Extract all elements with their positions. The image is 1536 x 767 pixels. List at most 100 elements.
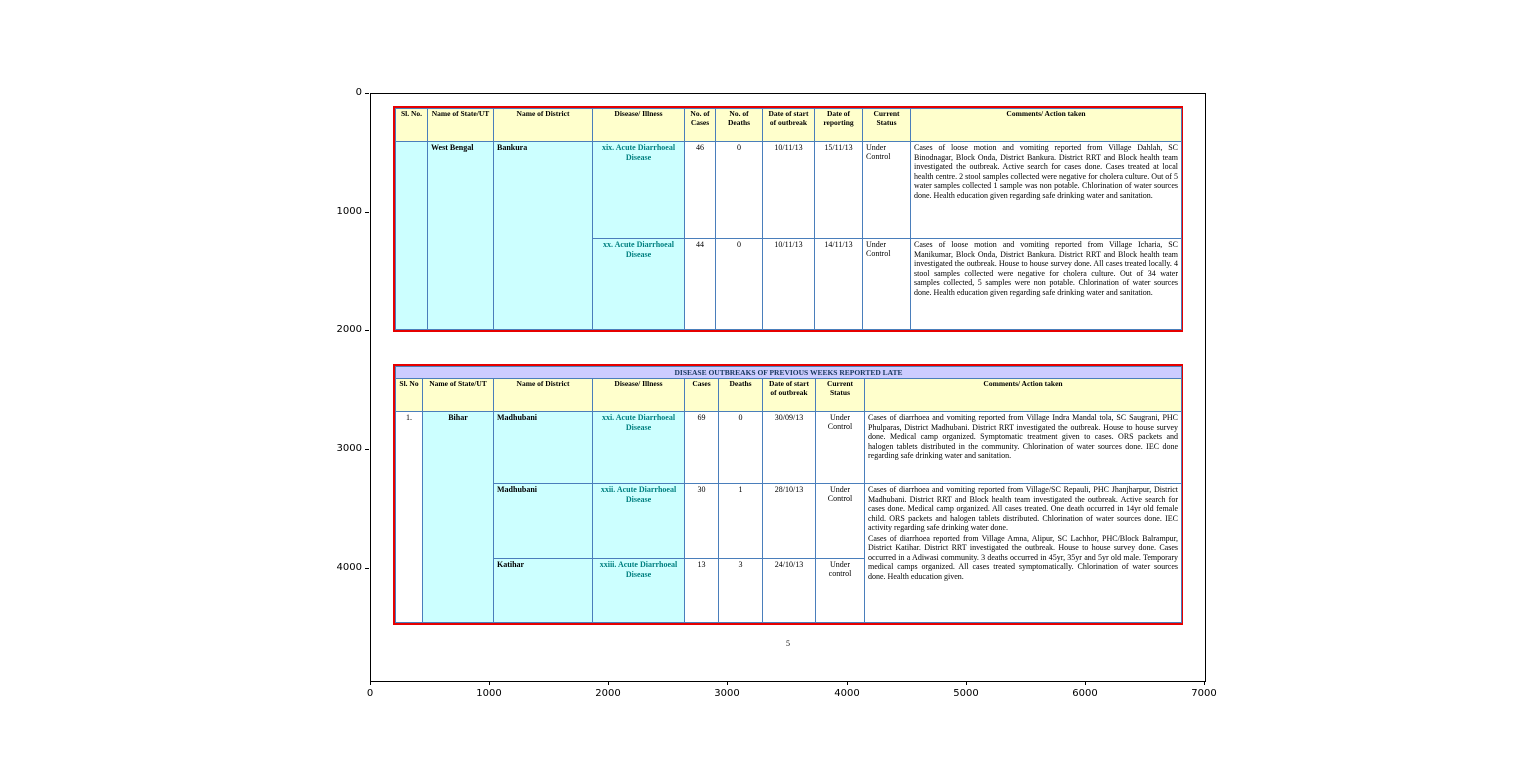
col-header-status: Current Status: [815, 378, 865, 412]
start-date-cell: 10/11/13: [762, 141, 815, 239]
district-cell: Bankura: [493, 141, 593, 330]
status-cell: Under Control: [862, 141, 911, 239]
comment-paragraph: Cases of diarrhoea reported from Village…: [868, 533, 1179, 581]
district-cell: Madhubani: [493, 483, 593, 559]
disease-name: Acute Diarrhoeal Disease: [616, 485, 677, 504]
sl-no-cell: [395, 141, 428, 330]
x-tick-label: 3000: [714, 688, 740, 699]
deaths-cell: 0: [715, 141, 763, 239]
start-date-cell: 24/10/13: [762, 558, 816, 623]
col-header-comments: Comments/ Action taken: [910, 108, 1182, 142]
disease-cell: xx. Acute Diarrhoeal Disease: [592, 238, 685, 330]
x-tick-label: 2000: [595, 688, 621, 699]
outbreak-table: Sl. No. Name of State/UT Name of Distric…: [395, 108, 1182, 330]
disease-number: xx.: [603, 240, 614, 249]
state-cell: Bihar: [422, 411, 494, 623]
col-header-deaths: No. of Deaths: [715, 108, 763, 142]
col-header-cases: No. of Cases: [684, 108, 716, 142]
deaths-cell: 3: [718, 558, 763, 623]
disease-name: Acute Diarrhoeal Disease: [614, 240, 674, 259]
start-date-cell: 10/11/13: [762, 238, 815, 330]
cases-cell: 13: [684, 558, 719, 623]
disease-number: xxi.: [601, 413, 615, 422]
y-tick-mark: [365, 568, 369, 569]
y-tick-mark: [365, 330, 369, 331]
col-header-district: Name of District: [493, 378, 593, 412]
col-header-status: Current Status: [862, 108, 911, 142]
disease-number: xix.: [601, 143, 615, 152]
x-tick-label: 5000: [953, 688, 979, 699]
reporting-date-cell: 15/11/13: [814, 141, 863, 239]
disease-name: Acute Diarrhoeal Disease: [615, 413, 676, 432]
district-cell: Madhubani: [493, 411, 593, 484]
disease-name: Acute Diarrhoeal Disease: [617, 560, 678, 579]
disease-number: xxii.: [600, 485, 616, 494]
x-tick-label: 7000: [1191, 688, 1217, 699]
table-row: Katihar xxiii. Acute Diarrhoeal Disease …: [396, 558, 1182, 623]
state-cell: West Bengal: [427, 141, 494, 330]
outbreak-table-reported-late: DISEASE OUTBREAKS OF PREVIOUS WEEKS REPO…: [393, 364, 1183, 625]
late-outbreak-table: DISEASE OUTBREAKS OF PREVIOUS WEEKS REPO…: [394, 366, 1183, 623]
y-tick-label: 1000: [336, 206, 362, 217]
col-header-deaths: Deaths: [718, 378, 763, 412]
outbreak-table-current-week: Sl. No. Name of State/UT Name of Distric…: [393, 106, 1183, 332]
x-tick-mark: [608, 681, 609, 685]
col-header-start-date: Date of start of outbreak: [762, 108, 815, 142]
y-tick-mark: [365, 212, 369, 213]
x-tick-mark: [1085, 681, 1086, 685]
col-header-disease: Disease/ Illness: [592, 108, 685, 142]
cases-cell: 30: [684, 483, 719, 559]
x-tick-mark: [847, 681, 848, 685]
y-tick-label: 4000: [336, 562, 362, 573]
col-header-reporting-date: Date of reporting: [814, 108, 863, 142]
deaths-cell: 0: [718, 411, 763, 484]
cases-cell: 44: [684, 238, 716, 330]
x-tick-mark: [966, 681, 967, 685]
comment-paragraph: Cases of diarrhoea and vomiting reported…: [868, 485, 1179, 532]
deaths-cell: 0: [715, 238, 763, 330]
cases-cell: 46: [684, 141, 716, 239]
x-tick-mark: [370, 681, 371, 685]
deaths-cell: 1: [718, 483, 763, 559]
col-header-cases: Cases: [684, 378, 719, 412]
col-header-state: Name of State/UT: [427, 108, 494, 142]
comment-cell: Cases of diarrhoea and vomiting reported…: [863, 411, 1183, 484]
start-date-cell: 30/09/13: [762, 411, 816, 484]
table-row: West Bengal Bankura xix. Acute Diarrhoea…: [395, 141, 1182, 330]
comment-cell: Cases of loose motion and vomiting repor…: [910, 141, 1182, 239]
table-row: 1. Bihar Madhubani xxi. Acute Diarrhoeal…: [395, 411, 1183, 623]
cases-cell: 69: [684, 411, 719, 484]
comment-cell-merged: Cases of diarrhoea and vomiting reported…: [863, 483, 1183, 623]
comment-cell: Cases of loose motion and vomiting repor…: [910, 238, 1182, 330]
disease-name: Acute Diarrhoeal Disease: [615, 143, 676, 162]
col-header-start-date: Date of start of outbreak: [762, 378, 816, 412]
x-tick-label: 0: [366, 688, 374, 699]
x-tick-mark: [489, 681, 490, 685]
y-tick-mark: [365, 449, 369, 450]
disease-cell: xxiii. Acute Diarrhoeal Disease: [592, 558, 685, 623]
col-header-disease: Disease/ Illness: [592, 378, 685, 412]
x-tick-label: 1000: [476, 688, 502, 699]
status-cell: Under control: [815, 558, 865, 623]
x-tick-label: 4000: [834, 688, 860, 699]
status-cell: Under Control: [815, 411, 865, 484]
page-number: 5: [786, 639, 790, 648]
col-header-district: Name of District: [493, 108, 593, 142]
start-date-cell: 28/10/13: [762, 483, 816, 559]
disease-number: xxiii.: [599, 560, 617, 569]
x-tick-mark: [727, 681, 728, 685]
disease-cell: xix. Acute Diarrhoeal Disease: [592, 141, 685, 239]
y-tick-label: 0: [355, 87, 362, 98]
x-tick-mark: [1204, 681, 1205, 685]
status-cell: Under Control: [862, 238, 911, 330]
disease-cell: xxii. Acute Diarrhoeal Disease: [592, 483, 685, 559]
table-row: xx. Acute Diarrhoeal Disease 44 0 10/11/…: [396, 238, 1182, 330]
late-table-title: DISEASE OUTBREAKS OF PREVIOUS WEEKS REPO…: [394, 366, 1183, 379]
status-cell: Under Control: [815, 483, 865, 559]
document-page: Sl. No. Name of State/UT Name of Distric…: [371, 94, 1205, 681]
y-tick-label: 2000: [336, 324, 362, 335]
col-header-sl-no: Sl. No.: [395, 108, 428, 142]
col-header-state: Name of State/UT: [422, 378, 494, 412]
reporting-date-cell: 14/11/13: [814, 238, 863, 330]
y-tick-label: 3000: [336, 443, 362, 454]
